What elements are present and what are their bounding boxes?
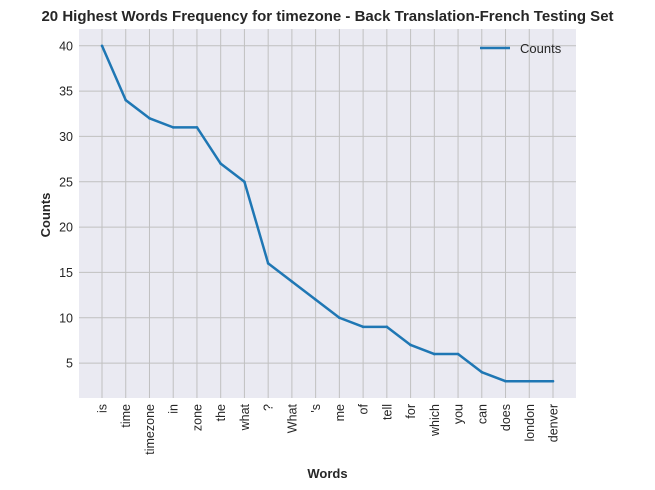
y-tick-label: 40	[59, 39, 73, 53]
x-tick-label: london	[523, 404, 537, 442]
legend-label: Counts	[520, 41, 562, 56]
x-tick-label: is	[96, 404, 110, 413]
y-tick-label: 25	[59, 175, 73, 189]
y-tick-label: 10	[59, 311, 73, 325]
data-point	[527, 379, 531, 383]
y-tick-label: 30	[59, 130, 73, 144]
data-point	[361, 325, 365, 329]
x-tick-label: What	[285, 403, 299, 433]
y-tick-label: 5	[66, 357, 73, 371]
x-tick-label: zone	[190, 404, 204, 431]
x-tick-label: the	[214, 404, 228, 421]
data-point	[551, 379, 555, 383]
data-point	[456, 352, 460, 356]
series-line-0	[100, 45, 553, 383]
data-point	[266, 262, 270, 265]
chart-title: 20 Highest Words Frequency for timezone …	[41, 8, 613, 25]
x-tick-label: for	[404, 404, 418, 419]
data-point	[148, 117, 151, 120]
x-tick-label: me	[333, 404, 347, 421]
x-tick-label: can	[475, 404, 489, 424]
y-axis-label: Counts	[38, 193, 53, 238]
data-point	[504, 379, 507, 383]
x-tick-label: in	[167, 404, 181, 414]
data-point	[409, 343, 412, 347]
x-tick-label: what	[238, 403, 252, 431]
data-point	[385, 325, 389, 329]
x-tick-label: which	[428, 404, 442, 437]
x-tick-label: of	[357, 403, 371, 414]
data-point	[433, 352, 436, 356]
x-axis-ticks: is time timezone in zone the what? What 's me of te…	[96, 403, 561, 454]
y-tick-label: 15	[59, 266, 73, 280]
x-tick-label: does	[499, 404, 513, 431]
y-tick-label: 35	[59, 85, 73, 99]
data-point	[314, 298, 317, 301]
data-point	[124, 98, 128, 102]
x-tick-label: denver	[547, 404, 561, 442]
x-tick-label: 's	[309, 404, 323, 413]
y-axis-ticks: 5 10 15 20 25 30 35 40	[59, 39, 73, 370]
data-point	[480, 370, 484, 374]
x-tick-label: ?	[262, 404, 276, 411]
x-tick-label: tell	[380, 404, 394, 420]
legend: Counts	[480, 41, 562, 56]
x-tick-label: time	[119, 404, 133, 428]
data-point	[338, 316, 341, 320]
series-lines	[100, 44, 555, 383]
grid-lines	[79, 29, 576, 398]
plot-area	[79, 29, 576, 398]
data-point	[195, 126, 199, 129]
x-tick-label: you	[452, 404, 466, 424]
x-axis-label: Words	[307, 466, 347, 481]
x-tick-label: timezone	[143, 404, 157, 455]
data-point	[243, 180, 246, 184]
data-point	[171, 126, 175, 129]
data-point	[219, 162, 222, 165]
data-point	[100, 44, 104, 48]
data-point	[290, 280, 294, 283]
y-tick-label: 20	[59, 221, 73, 235]
